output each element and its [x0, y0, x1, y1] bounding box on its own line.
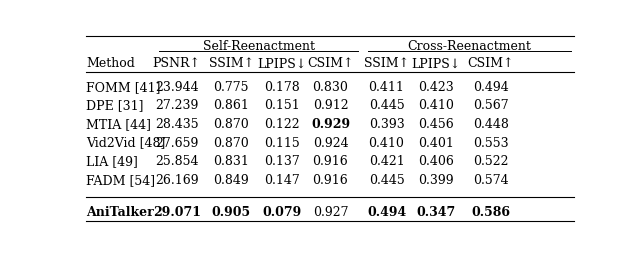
- Text: Method: Method: [86, 57, 135, 70]
- Text: 0.137: 0.137: [264, 155, 300, 168]
- Text: 0.929: 0.929: [311, 118, 350, 131]
- Text: 0.567: 0.567: [473, 99, 509, 112]
- Text: 0.522: 0.522: [473, 155, 508, 168]
- Text: 0.494: 0.494: [473, 81, 509, 94]
- Text: Cross-Reenactment: Cross-Reenactment: [408, 40, 531, 53]
- Text: 26.169: 26.169: [155, 174, 198, 187]
- Text: 0.115: 0.115: [264, 136, 300, 150]
- Text: 0.831: 0.831: [213, 155, 249, 168]
- Text: 0.421: 0.421: [369, 155, 404, 168]
- Text: AniTalker: AniTalker: [86, 206, 154, 219]
- Text: LPIPS↓: LPIPS↓: [258, 57, 307, 70]
- Text: 0.406: 0.406: [418, 155, 454, 168]
- Text: 0.494: 0.494: [367, 206, 406, 219]
- Text: 29.071: 29.071: [153, 206, 201, 219]
- Text: 0.849: 0.849: [213, 174, 249, 187]
- Text: 0.924: 0.924: [313, 136, 348, 150]
- Text: DPE [31]: DPE [31]: [86, 99, 143, 112]
- Text: 0.151: 0.151: [264, 99, 300, 112]
- Text: 0.912: 0.912: [313, 99, 348, 112]
- Text: 0.861: 0.861: [213, 99, 249, 112]
- Text: Vid2Vid [48]: Vid2Vid [48]: [86, 136, 165, 150]
- Text: 0.916: 0.916: [312, 155, 348, 168]
- Text: SSIM↑: SSIM↑: [209, 57, 254, 70]
- Text: 0.445: 0.445: [369, 174, 404, 187]
- Text: 0.399: 0.399: [419, 174, 454, 187]
- Text: LPIPS↓: LPIPS↓: [412, 57, 461, 70]
- Text: 0.445: 0.445: [369, 99, 404, 112]
- Text: 0.927: 0.927: [313, 206, 348, 219]
- Text: 0.178: 0.178: [264, 81, 300, 94]
- Text: 0.870: 0.870: [213, 136, 249, 150]
- Text: 0.775: 0.775: [214, 81, 249, 94]
- Text: 28.435: 28.435: [155, 118, 198, 131]
- Text: 0.147: 0.147: [264, 174, 300, 187]
- Text: 27.659: 27.659: [155, 136, 198, 150]
- Text: 0.870: 0.870: [213, 118, 249, 131]
- Text: PSNR↑: PSNR↑: [153, 57, 201, 70]
- Text: 23.944: 23.944: [155, 81, 198, 94]
- Text: MTIA [44]: MTIA [44]: [86, 118, 151, 131]
- Text: LIA [49]: LIA [49]: [86, 155, 138, 168]
- Text: 0.122: 0.122: [264, 118, 300, 131]
- Text: 0.411: 0.411: [369, 81, 404, 94]
- Text: 0.916: 0.916: [312, 174, 348, 187]
- Text: 0.410: 0.410: [369, 136, 404, 150]
- Text: FADM [54]: FADM [54]: [86, 174, 155, 187]
- Text: 0.830: 0.830: [312, 81, 348, 94]
- Text: 0.423: 0.423: [419, 81, 454, 94]
- Text: CSIM↑: CSIM↑: [467, 57, 514, 70]
- Text: 0.410: 0.410: [418, 99, 454, 112]
- Text: 0.401: 0.401: [418, 136, 454, 150]
- Text: 0.079: 0.079: [263, 206, 302, 219]
- Text: 0.393: 0.393: [369, 118, 404, 131]
- Text: Self-Reenactment: Self-Reenactment: [203, 40, 315, 53]
- Text: CSIM↑: CSIM↑: [307, 57, 354, 70]
- Text: 25.854: 25.854: [155, 155, 198, 168]
- Text: 0.574: 0.574: [473, 174, 509, 187]
- Text: 0.905: 0.905: [212, 206, 251, 219]
- Text: 0.456: 0.456: [419, 118, 454, 131]
- Text: SSIM↑: SSIM↑: [364, 57, 409, 70]
- Text: 0.586: 0.586: [471, 206, 510, 219]
- Text: FOMM [41]: FOMM [41]: [86, 81, 161, 94]
- Text: 0.347: 0.347: [417, 206, 456, 219]
- Text: 0.448: 0.448: [473, 118, 509, 131]
- Text: 0.553: 0.553: [473, 136, 509, 150]
- Text: 27.239: 27.239: [155, 99, 198, 112]
